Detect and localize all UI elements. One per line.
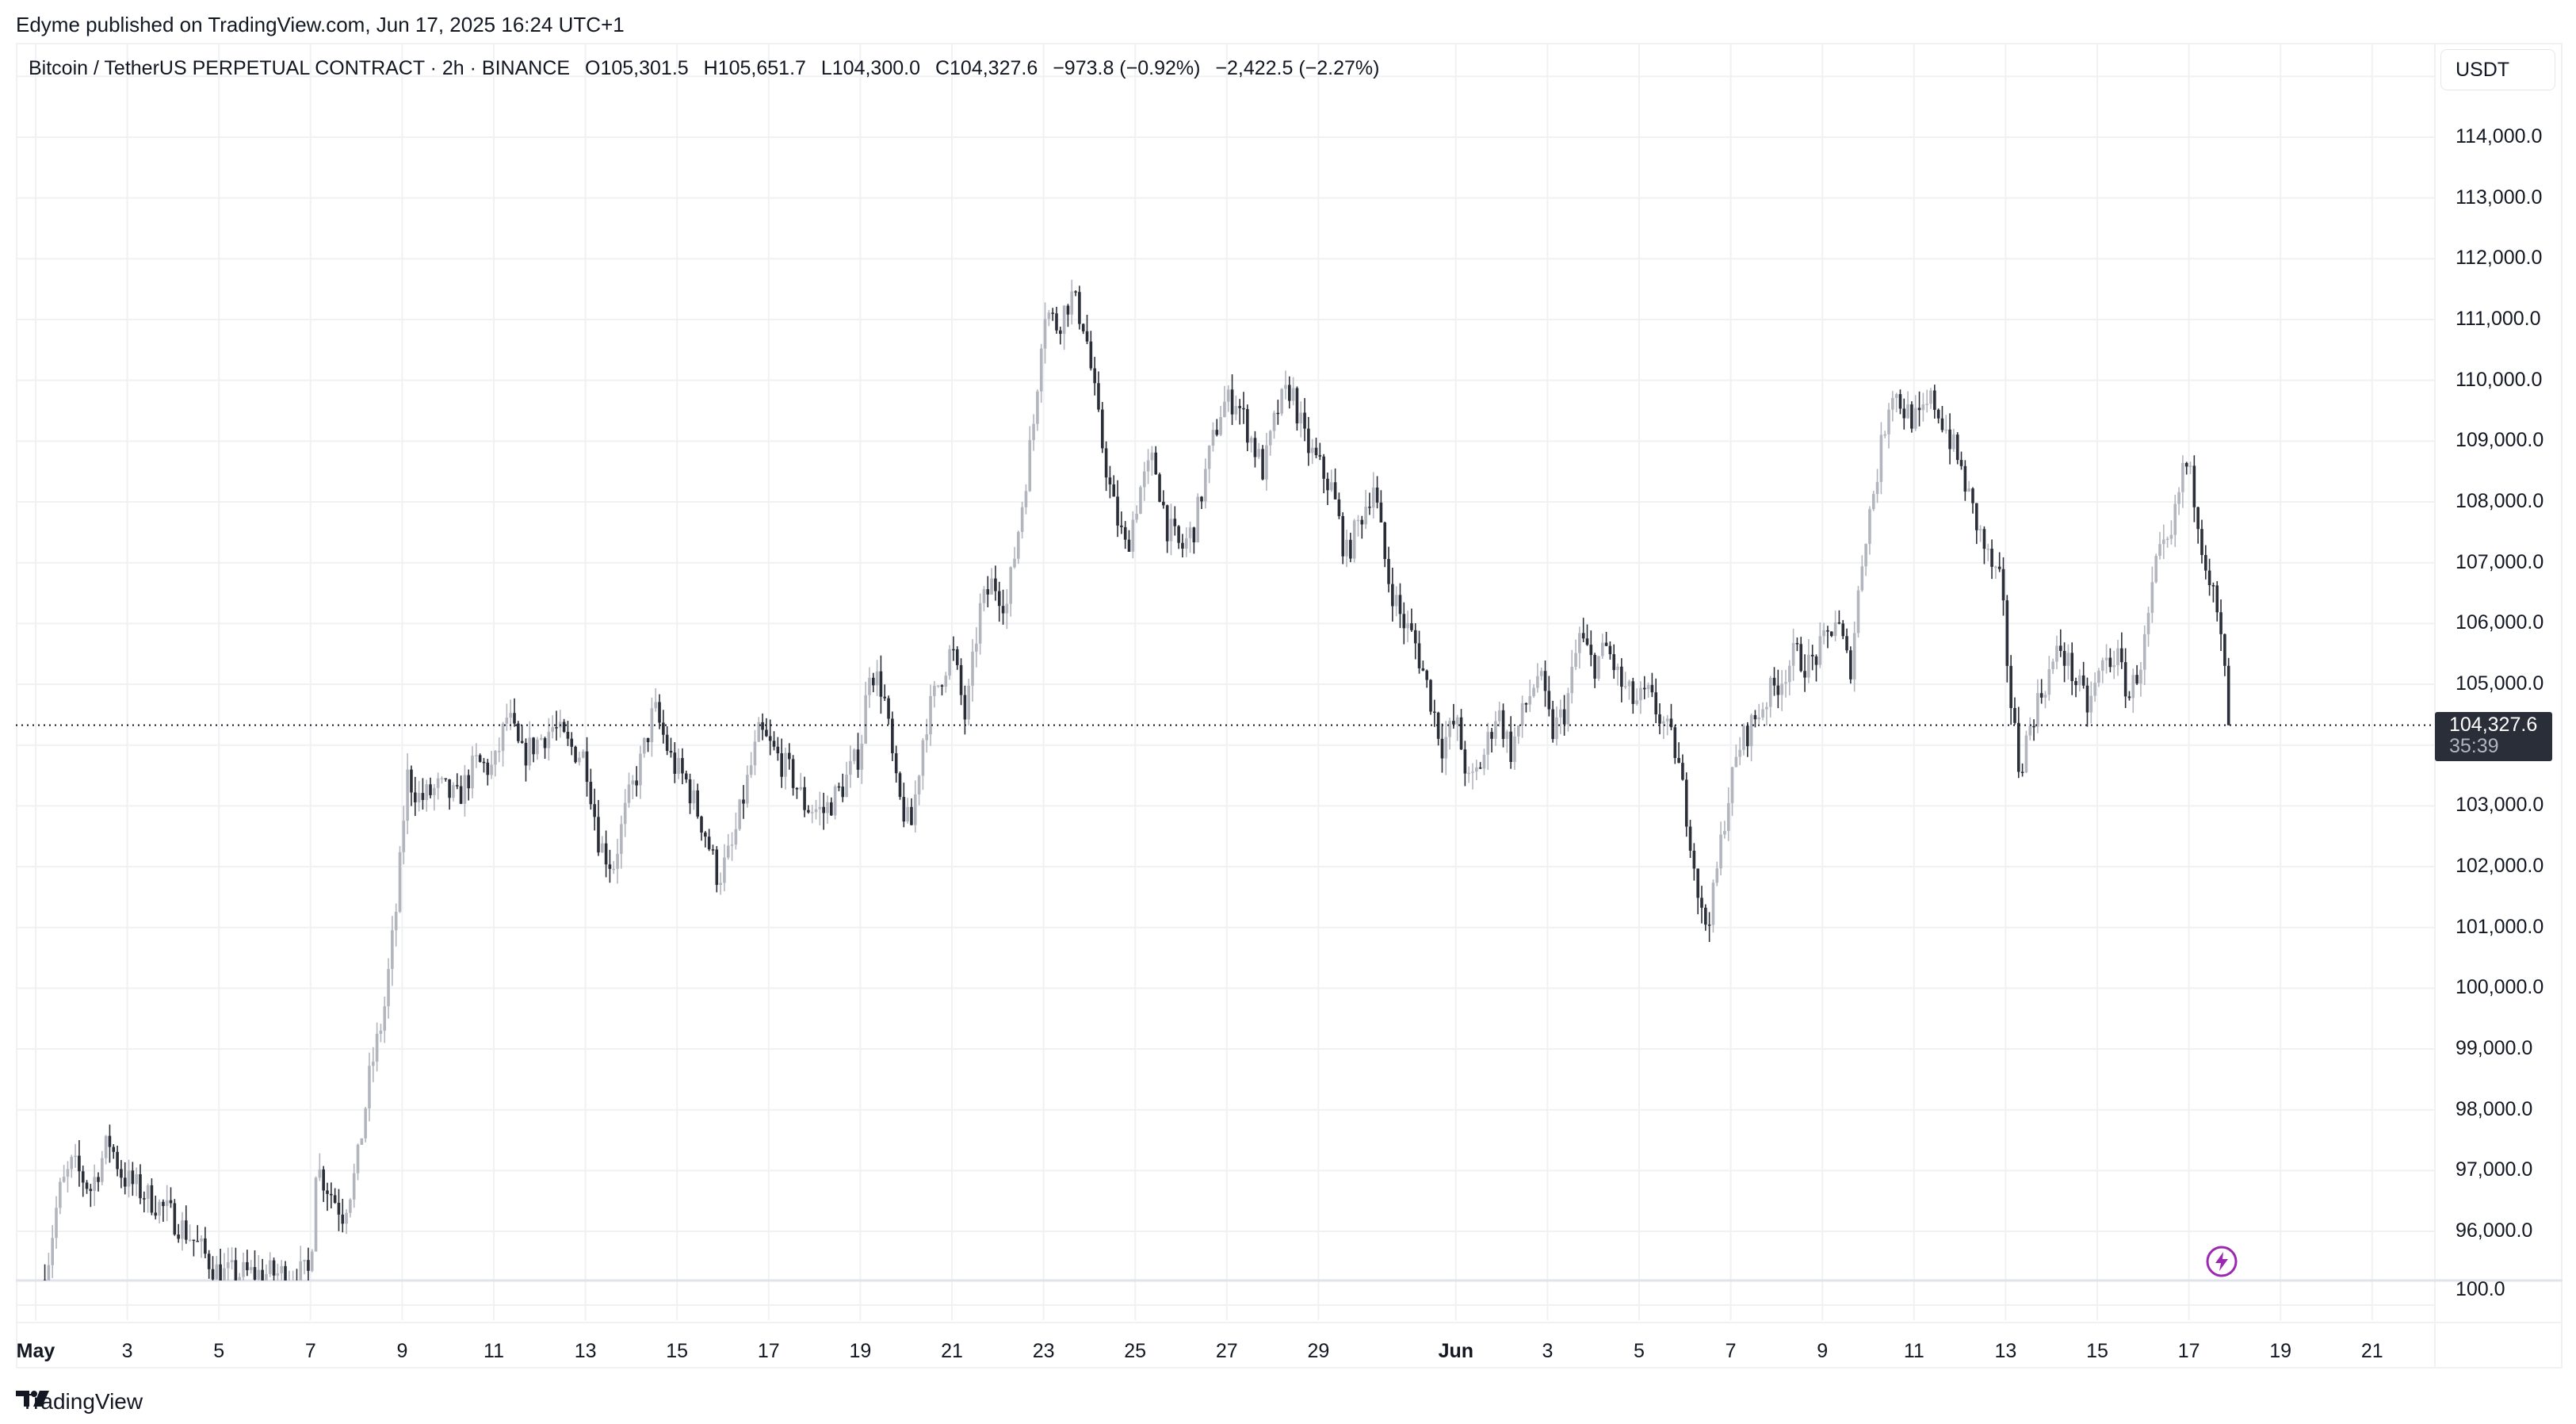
ohlc-low: L104,300.0 xyxy=(820,57,920,79)
ohlc-close: C104,327.6 xyxy=(934,57,1038,79)
time-axis-label: 21 xyxy=(941,1340,963,1362)
time-axis-label: 9 xyxy=(1817,1340,1829,1362)
ohlc-open: O105,301.5 xyxy=(585,57,689,79)
price-axis-label: 97,000.0 xyxy=(2456,1158,2533,1181)
time-axis-label: 11 xyxy=(1903,1340,1924,1362)
time-axis-label: 29 xyxy=(1307,1340,1330,1362)
price-axis-label: 112,000.0 xyxy=(2456,247,2543,270)
chart-frame xyxy=(16,43,2563,1368)
time-axis-label: 15 xyxy=(666,1340,689,1362)
time-axis-label: May xyxy=(16,1340,55,1362)
price-axis-label: 102,000.0 xyxy=(2456,855,2544,878)
time-axis-label: 3 xyxy=(1542,1340,1554,1362)
time-axis-label: 15 xyxy=(2086,1340,2108,1362)
price-axis-label: 96,000.0 xyxy=(2456,1219,2533,1242)
time-axis-label: 17 xyxy=(2177,1340,2200,1362)
price-axis-label: 114,000.0 xyxy=(2456,125,2543,147)
symbol-title[interactable]: Bitcoin / TetherUS PERPETUAL CONTRACT · … xyxy=(29,57,571,79)
time-axis-label: 9 xyxy=(396,1340,408,1362)
time-axis-label: 25 xyxy=(1124,1340,1147,1362)
time-axis-label: 19 xyxy=(2269,1340,2292,1362)
time-axis-label: 27 xyxy=(1215,1340,1238,1362)
time-axis-label: Jun xyxy=(1438,1340,1474,1362)
price-axis-label: 106,000.0 xyxy=(2456,611,2544,634)
lightning-icon[interactable] xyxy=(2205,1245,2238,1278)
ohlc-high: H105,651.7 xyxy=(703,57,806,79)
price-axis-label: 105,000.0 xyxy=(2456,672,2544,695)
price-axis-label: 113,000.0 xyxy=(2456,186,2543,209)
ohlc-change-extra: −2,422.5 (−2.27%) xyxy=(1215,57,1380,79)
ohlc-change: −973.8 (−0.92%) xyxy=(1053,57,1201,79)
symbol-legend: Bitcoin / TetherUS PERPETUAL CONTRACT · … xyxy=(29,57,1389,80)
price-axis-label: 107,000.0 xyxy=(2456,550,2544,573)
price-axis-label: 98,000.0 xyxy=(2456,1097,2533,1120)
time-axis-label: 3 xyxy=(121,1340,133,1362)
last-price-tag: 104,327.6 35:39 xyxy=(2435,712,2552,761)
price-axis-label: 111,000.0 xyxy=(2456,308,2541,330)
time-axis-label: 5 xyxy=(213,1340,225,1362)
price-axis-label: 108,000.0 xyxy=(2456,490,2544,513)
price-axis-label: 110,000.0 xyxy=(2456,368,2543,391)
price-axis-label: 100,000.0 xyxy=(2456,976,2544,999)
time-axis-label: 7 xyxy=(1725,1340,1737,1362)
price-axis-label: 99,000.0 xyxy=(2456,1037,2533,1060)
time-axis-label: 13 xyxy=(574,1340,597,1362)
time-axis-label: 13 xyxy=(1994,1340,2017,1362)
time-axis-label: 23 xyxy=(1032,1340,1055,1362)
last-price-value: 104,327.6 xyxy=(2449,714,2538,736)
bar-countdown: 35:39 xyxy=(2449,735,2499,757)
tradingview-footer[interactable]: TradingView xyxy=(16,1389,143,1414)
price-axis-label: 101,000.0 xyxy=(2456,915,2544,938)
time-axis-label: 11 xyxy=(483,1340,504,1362)
price-axis-label: 103,000.0 xyxy=(2456,794,2544,817)
time-axis-label: 21 xyxy=(2360,1340,2383,1362)
time-axis-label: 7 xyxy=(304,1340,316,1362)
time-axis-label: 5 xyxy=(1634,1340,1645,1362)
currency-button[interactable]: USDT xyxy=(2440,49,2555,90)
lower-pane-label: 100.0 xyxy=(2456,1278,2505,1300)
time-axis-label: 17 xyxy=(757,1340,780,1362)
price-axis-label: 109,000.0 xyxy=(2456,429,2544,452)
publisher-line: Edyme published on TradingView.com, Jun … xyxy=(16,13,625,36)
time-axis-label: 19 xyxy=(849,1340,872,1362)
